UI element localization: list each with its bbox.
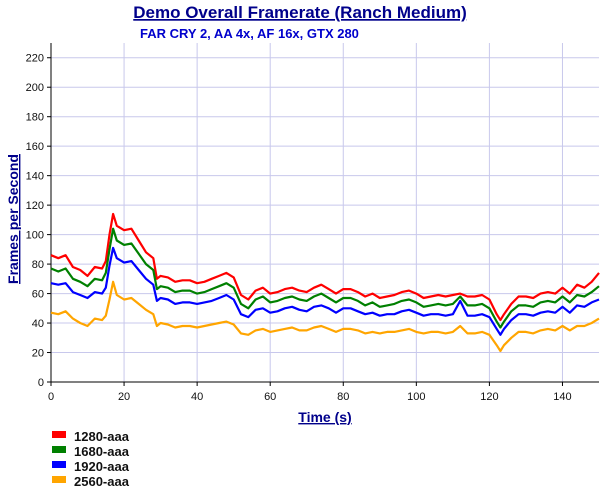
- series-lines: [50, 212, 600, 353]
- legend-swatch: [52, 461, 66, 468]
- y-tick-label: 200: [26, 82, 44, 94]
- chart-subtitle: FAR CRY 2, AA 4x, AF 16x, GTX 280: [140, 26, 359, 41]
- x-tick-label: 0: [48, 391, 54, 403]
- y-tick-label: 160: [26, 141, 44, 153]
- x-axis-label: Time (s): [298, 409, 351, 425]
- y-tick-label: 20: [32, 348, 44, 360]
- x-tick-label: 140: [553, 391, 571, 403]
- series-line-2560-aaa: [50, 280, 600, 353]
- y-tick-label: 220: [26, 53, 44, 65]
- legend-label: 1280-aaa: [74, 429, 130, 444]
- legend-swatch: [52, 446, 66, 453]
- y-axis-label: Frames per Second: [5, 154, 21, 284]
- series-line-1680-aaa: [50, 227, 600, 329]
- x-tick-label: 20: [118, 391, 130, 403]
- tick-labels: 0 20 40 60 80 100 120 140 0 20 40 60 80 100 120 140 160 1…: [26, 53, 572, 403]
- y-tick-label: 140: [26, 171, 44, 183]
- series-line-1920-aaa: [50, 246, 600, 336]
- y-tick-label: 0: [38, 377, 44, 389]
- legend-label: 1680-aaa: [74, 444, 130, 459]
- legend-label: 1920-aaa: [74, 459, 130, 474]
- axes: [47, 43, 599, 386]
- chart-title: Demo Overall Framerate (Ranch Medium): [133, 3, 466, 22]
- y-tick-label: 100: [26, 230, 44, 242]
- y-tick-label: 60: [32, 289, 44, 301]
- x-tick-label: 120: [480, 391, 498, 403]
- legend-swatch: [52, 431, 66, 438]
- legend-label: 2560-aaa: [74, 474, 130, 489]
- series-line-1280-aaa: [50, 212, 600, 322]
- x-tick-label: 60: [264, 391, 276, 403]
- y-tick-label: 120: [26, 200, 44, 212]
- x-tick-label: 80: [337, 391, 349, 403]
- y-tick-label: 80: [32, 259, 44, 271]
- x-tick-label: 100: [407, 391, 425, 403]
- y-tick-label: 40: [32, 318, 44, 330]
- y-tick-label: 180: [26, 112, 44, 124]
- x-tick-label: 40: [191, 391, 203, 403]
- grid: [50, 43, 599, 382]
- legend-swatch: [52, 476, 66, 483]
